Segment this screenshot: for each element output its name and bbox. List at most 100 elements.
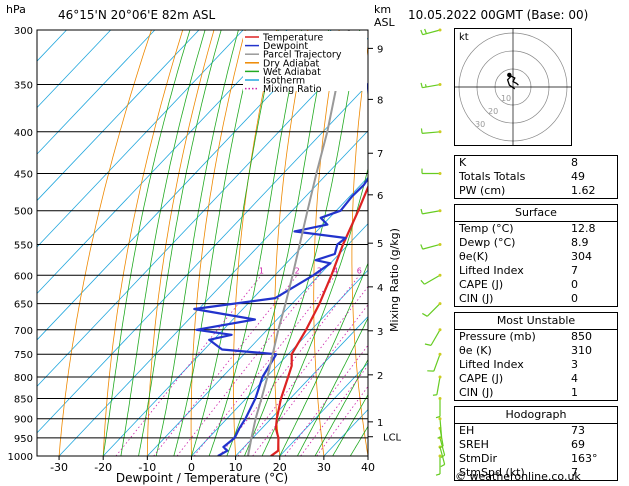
x-tick-label: 20 <box>273 461 287 474</box>
datetime-title: 10.05.2022 00GMT (Base: 00) <box>408 8 588 22</box>
mixing-ratio-line <box>237 285 368 456</box>
axes: 3003504004505005506006507007508008509009… <box>8 26 402 474</box>
isotherm-line <box>37 30 67 62</box>
legend-label: Temperature <box>262 33 323 44</box>
wet-adiabat-line <box>173 30 258 456</box>
isotherm-line <box>37 30 156 155</box>
wet-adiabat-line <box>102 30 191 456</box>
index-value: 0 <box>571 278 578 291</box>
index-row: EH 73 <box>455 424 617 438</box>
hodograph-wind-trace <box>506 75 519 90</box>
hodograph-ring-label: 20 <box>488 107 498 116</box>
km-tick-label: 6 <box>377 191 383 202</box>
hodograph-ring-label: 10 <box>501 94 511 103</box>
pressure-tick-label: 500 <box>14 207 33 218</box>
km-tick-label: 5 <box>377 239 383 250</box>
km-tick-label: 7 <box>377 149 383 160</box>
index-value: 49 <box>571 170 585 183</box>
mixing-ratio-axis-label: Mixing Ratio (g/kg) <box>388 228 401 332</box>
km-tick-label: 3 <box>377 327 383 338</box>
isotherm-line <box>37 30 288 294</box>
index-row: Lifted Index 3 <box>455 358 617 372</box>
wind-barbs <box>420 28 446 476</box>
height-unit-label-2: ASL <box>374 16 396 29</box>
surface-rows: Temp (°C) 12.8 Dewp (°C) 8.9 θe(K) 304 Lifted … <box>455 222 617 306</box>
index-label: StmDir <box>459 452 498 465</box>
km-tick-label: 2 <box>377 371 383 382</box>
dry-adiabat-line <box>621 30 629 456</box>
index-row: Temp (°C) 12.8 <box>455 222 617 236</box>
isotherm-line <box>37 30 200 202</box>
x-tick-label: -10 <box>138 461 156 474</box>
mixing-ratio-label: 4 <box>333 266 338 275</box>
wind-barb <box>427 352 442 372</box>
hodograph-unit-label: kt <box>459 32 469 43</box>
wind-barb <box>420 242 442 250</box>
pressure-tick-label: 350 <box>14 81 33 92</box>
isotherm-line <box>279 362 368 456</box>
isotherm-line <box>37 30 244 248</box>
most-unstable-rows: Pressure (mb) 850 θe (K) 310 Lifted Index 3 CA… <box>455 330 617 400</box>
hodograph-block: Hodograph EH 73 SREH 69 StmDir 163° StmSpd (kt… <box>454 406 618 481</box>
location-title: 46°15'N 20°06'E 82m ASL <box>58 8 215 22</box>
pressure-tick-label: 950 <box>14 434 33 445</box>
index-label: Dewp (°C) <box>459 236 516 249</box>
pressure-tick-label: 300 <box>14 26 33 37</box>
isotherm-line <box>147 223 368 456</box>
hodograph-trace <box>506 72 519 90</box>
isotherm-line <box>37 30 111 109</box>
index-value: 69 <box>571 438 585 451</box>
index-row: θe(K) 304 <box>455 250 617 264</box>
index-label: Pressure (mb) <box>459 330 536 343</box>
index-label: EH <box>459 424 475 437</box>
dewpoint-profile <box>193 81 368 456</box>
parcel-trajectory-profile <box>247 30 350 456</box>
mixing-ratio-line <box>316 385 368 456</box>
legend-label: Dewpoint <box>263 41 308 52</box>
index-value: 304 <box>571 250 592 263</box>
pressure-tick-label: 850 <box>14 394 33 405</box>
index-row: CIN (J) 1 <box>455 386 617 400</box>
index-row: PW (cm) 1.62 <box>455 184 617 198</box>
legend-label: Mixing Ratio <box>263 84 322 95</box>
hodograph-title: Hodograph <box>455 407 617 424</box>
wind-barb <box>420 82 442 89</box>
indices-top-block: K 8 Totals Totals 49 PW (cm) 1.62 <box>454 155 618 199</box>
x-tick-label: 40 <box>361 461 375 474</box>
legend-label: Isotherm <box>263 76 305 87</box>
legend-label: Dry Adiabat <box>263 58 320 69</box>
wind-barb <box>432 375 442 396</box>
pressure-tick-label: 800 <box>14 373 33 384</box>
x-tick-label: -30 <box>50 461 68 474</box>
index-label: SREH <box>459 438 489 451</box>
km-tick-label: 8 <box>377 95 383 106</box>
index-row: StmDir 163° <box>455 452 617 466</box>
km-tick-label: 1 <box>377 418 383 429</box>
km-tick-label: 9 <box>377 44 383 55</box>
wind-barb <box>420 273 442 285</box>
index-label: Temp (°C) <box>459 222 514 235</box>
index-row: StmSpd (kt) 7 <box>455 466 617 480</box>
lcl-label: LCL <box>383 433 402 444</box>
index-row: CAPE (J) 0 <box>455 278 617 292</box>
wind-barb <box>437 417 443 439</box>
mixing-ratio-line <box>252 304 368 456</box>
index-label: θe(K) <box>459 250 489 263</box>
pressure-unit-label: hPa <box>6 3 26 16</box>
isotherm-line <box>58 130 368 456</box>
wet-adiabat-line <box>297 317 368 456</box>
mixing-ratio-line <box>218 275 360 456</box>
hodograph-rows: EH 73 SREH 69 StmDir 163° StmSpd (kt) 7 <box>455 424 617 480</box>
wind-barb <box>420 28 442 36</box>
wind-barb <box>424 328 442 346</box>
index-label: PW (cm) <box>459 184 506 197</box>
index-label: K <box>459 156 467 169</box>
mixing-ratio-label: 2 <box>295 266 300 275</box>
wind-barb <box>422 302 442 317</box>
temperature-profile <box>270 184 368 456</box>
index-label: θe (K) <box>459 344 492 357</box>
